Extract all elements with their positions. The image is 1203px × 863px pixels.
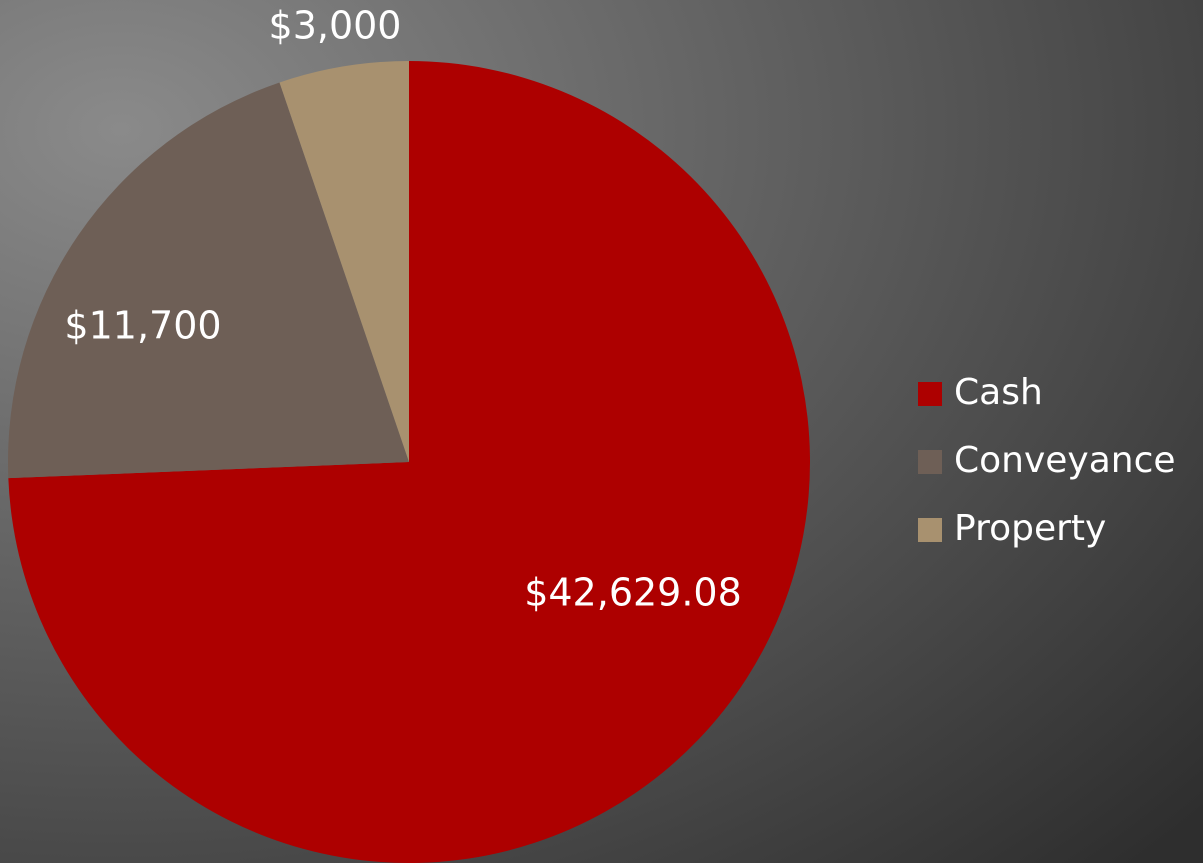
- legend-swatch: [918, 450, 942, 474]
- pie-slice: [8, 61, 811, 863]
- data-label: $3,000: [269, 4, 402, 48]
- data-label: $11,700: [64, 304, 221, 348]
- data-label: $42,629.08: [524, 571, 742, 615]
- legend-label: Conveyance: [954, 440, 1176, 481]
- legend-swatch: [918, 382, 942, 406]
- pie-slice: [8, 82, 410, 479]
- legend-swatch: [918, 518, 942, 542]
- legend-label: Property: [954, 508, 1106, 549]
- legend-label: Cash: [954, 372, 1043, 413]
- pie-slice: [279, 61, 409, 462]
